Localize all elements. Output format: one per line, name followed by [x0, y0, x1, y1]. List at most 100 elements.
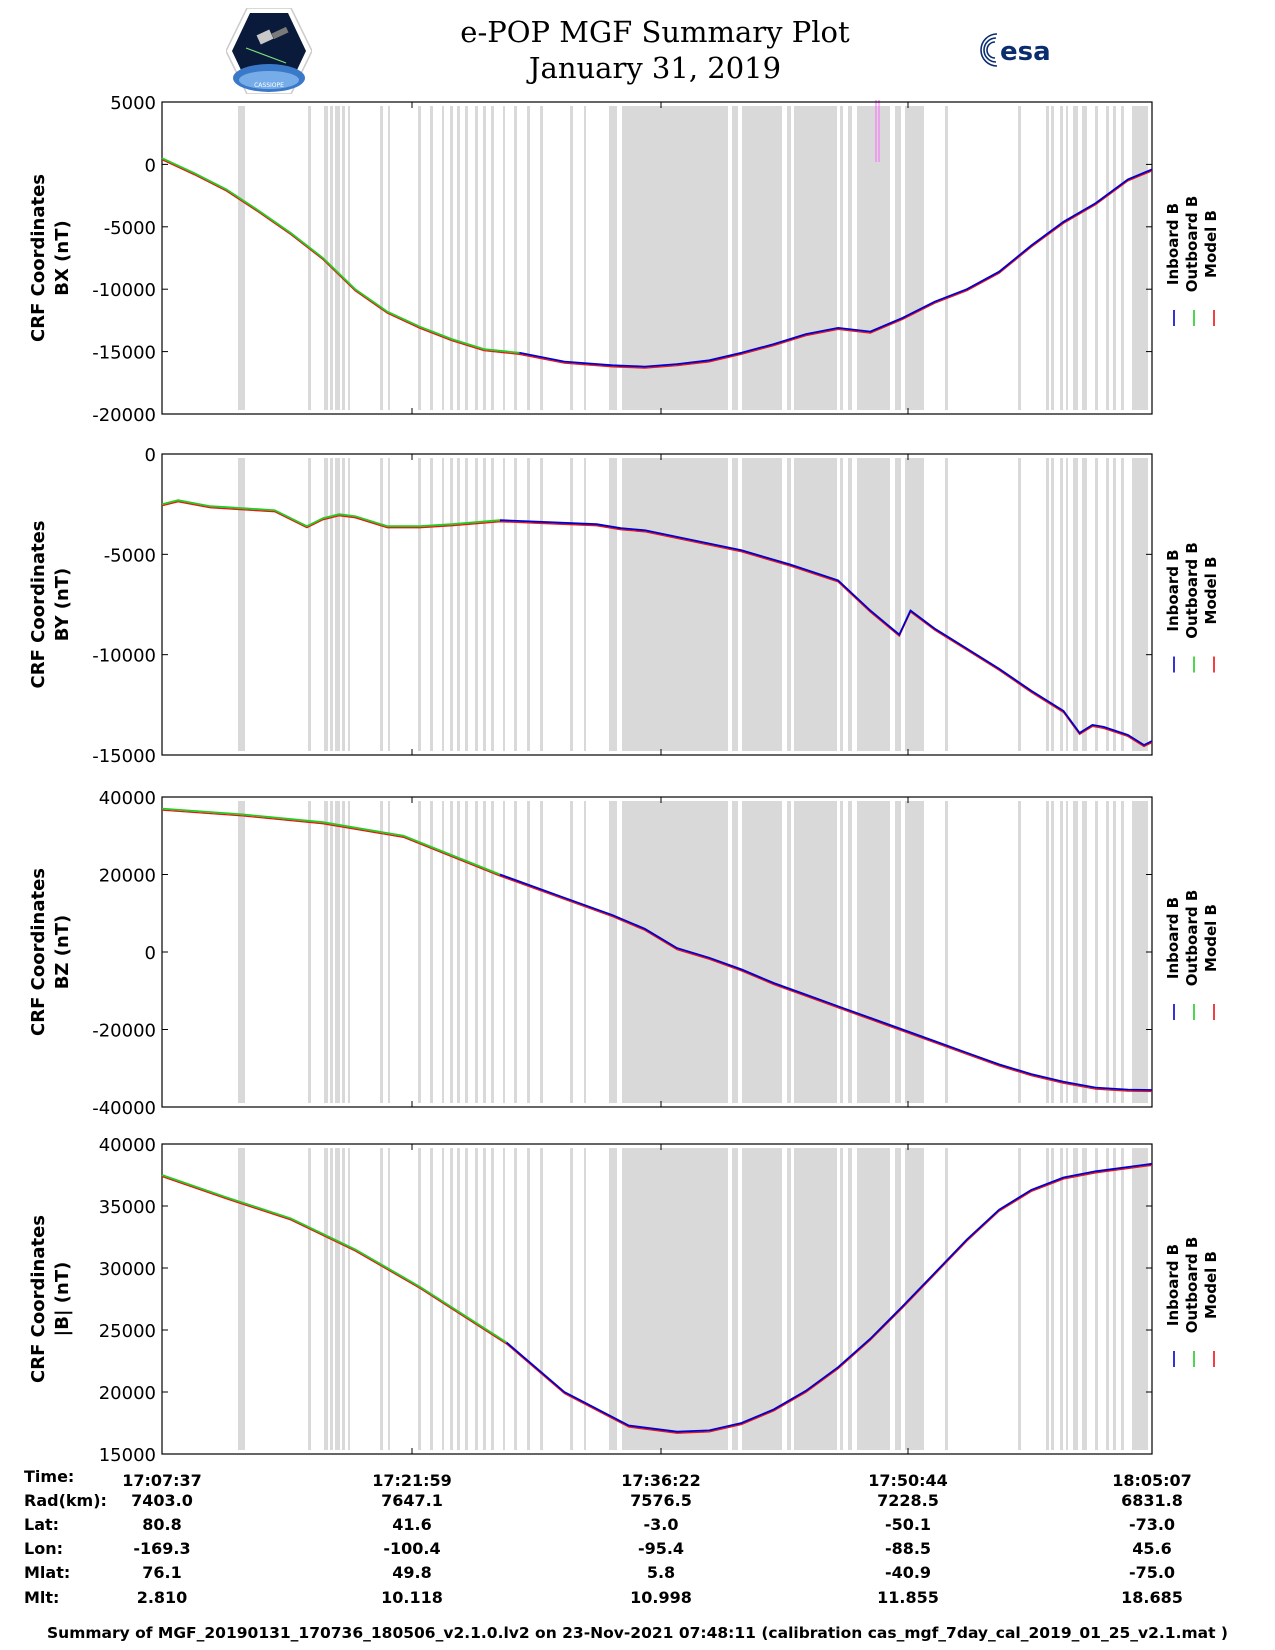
ephemeris-value: 7576.5 — [630, 1491, 692, 1510]
data-gap-strip — [1073, 801, 1078, 1103]
data-gap-strip — [483, 106, 486, 410]
ephemeris-value: 11.855 — [877, 1588, 939, 1607]
data-gap-strip — [491, 1148, 494, 1450]
y-tick-label: 15000 — [99, 1445, 156, 1466]
y-tick-label: -10000 — [92, 646, 156, 667]
y-tick-label: 0 — [145, 943, 156, 964]
y-tick-label: -15000 — [92, 343, 156, 364]
data-gap-strip — [308, 106, 311, 410]
data-gap-strip — [1121, 801, 1124, 1103]
data-gap-strip — [450, 458, 453, 751]
data-gap-strip — [570, 801, 573, 1103]
data-gap-strip — [475, 801, 478, 1103]
ephemeris-value: -100.4 — [383, 1539, 441, 1558]
logo-esa-text: esa — [1000, 37, 1051, 67]
data-gap-strip — [527, 1148, 530, 1450]
data-gap-strip — [945, 801, 948, 1103]
data-gap-strip — [238, 1148, 245, 1450]
data-gap-strip — [742, 458, 782, 751]
data-gap-strip — [380, 106, 383, 410]
data-gap-strip — [570, 1148, 573, 1450]
data-gap-strip — [857, 801, 890, 1103]
data-gap-strip — [1106, 801, 1109, 1103]
data-gap-strip — [794, 1148, 837, 1450]
data-gap-strip — [418, 458, 421, 751]
ephemeris-value: -40.9 — [884, 1563, 932, 1582]
logo-left-text: CASSIOPE — [254, 82, 284, 89]
data-gap-strip — [945, 1148, 948, 1450]
data-gap-strip — [742, 1148, 782, 1450]
data-gap-strip — [945, 458, 948, 751]
data-gap-strip — [732, 801, 738, 1103]
y-axis-label-line2: BX (nT) — [52, 220, 73, 295]
data-gap-strip — [1073, 458, 1078, 751]
data-gap-strip — [348, 1148, 350, 1450]
x-tick-label: 17:36:22 — [621, 1471, 701, 1490]
legend-entry: Inboard B — [1164, 1244, 1182, 1326]
data-gap-strip — [1051, 1148, 1054, 1450]
y-tick-label: -15000 — [92, 746, 156, 767]
ephemeris-value: -75.0 — [1128, 1563, 1176, 1582]
data-gap-strip — [609, 801, 617, 1103]
data-gap-strip — [622, 801, 728, 1103]
ephemeris-value: 10.998 — [630, 1588, 692, 1607]
data-gap-strip — [742, 801, 782, 1103]
ephemeris-value: 45.6 — [1132, 1539, 1172, 1558]
data-gap-strip — [840, 106, 843, 410]
panel-1: 5000 0 -5000 -10000 -15000 -20000 CRF Coordina… — [28, 93, 1220, 426]
data-gap-strip — [475, 106, 478, 410]
x-tick-label: 18:05:07 — [1112, 1471, 1192, 1490]
data-gap-strip — [570, 106, 573, 410]
data-gap-strip — [857, 1148, 890, 1450]
ephemeris-value: 80.8 — [142, 1515, 182, 1534]
data-gap-strip — [584, 1148, 586, 1450]
data-gap-strip — [335, 1148, 340, 1450]
series-inboard-b — [505, 1162, 1153, 1433]
data-gap-strip — [905, 106, 924, 410]
y-axis-label-line1: CRF Coordinates — [28, 174, 49, 342]
data-gap-strip — [483, 458, 486, 751]
data-gap-strip — [457, 458, 460, 751]
legend-entry: Outboard B — [1183, 1237, 1201, 1334]
data-gap-strip — [540, 106, 543, 410]
data-gap-strip — [342, 106, 345, 410]
data-gap-strip — [1132, 458, 1148, 751]
y-tick-label: 30000 — [99, 1259, 156, 1280]
data-gap-strip — [848, 1148, 852, 1450]
data-gap-strip — [1082, 106, 1087, 410]
data-gap-strip — [503, 458, 505, 751]
data-gap-strip — [1082, 458, 1087, 751]
title-line-1: e-POP MGF Summary Plot — [460, 15, 850, 49]
label-lat: Lat: — [24, 1515, 60, 1534]
data-gap-strip — [742, 106, 782, 410]
y-tick-label: -5000 — [104, 545, 156, 566]
y-tick-label: 20000 — [99, 866, 156, 887]
data-gap-strip — [1046, 458, 1049, 751]
panel-4: 40000 35000 30000 25000 20000 15000 CRF Coordi… — [28, 1135, 1220, 1466]
plot-frame — [161, 1143, 1153, 1455]
data-gap-strip — [348, 801, 350, 1103]
data-gap-strip — [848, 801, 852, 1103]
data-gap-strip — [1121, 458, 1124, 751]
data-gap-strip — [442, 458, 444, 751]
data-gap-strip — [1095, 458, 1098, 751]
data-gap-strip — [1121, 106, 1124, 410]
data-gap-strip — [945, 106, 948, 410]
y-axis-label: CRF Coordinates BX (nT) — [28, 174, 73, 342]
data-gap-strip — [380, 458, 383, 751]
ephemeris-value: 2.810 — [136, 1588, 188, 1607]
series-inboard-b — [519, 168, 1153, 368]
data-gap-strip — [388, 458, 390, 751]
data-gap-strip — [330, 1148, 333, 1450]
data-gap-strip — [342, 1148, 345, 1450]
label-mlt: Mlt: — [24, 1588, 60, 1607]
data-gap-strip — [430, 1148, 433, 1450]
data-gap-strip — [442, 801, 444, 1103]
series-model-b — [161, 809, 1153, 1093]
data-gap-strip — [388, 1148, 390, 1450]
data-gap-strip — [491, 458, 494, 751]
data-gap-strip — [584, 106, 586, 410]
data-gap-strip — [514, 106, 517, 410]
data-gap-strip — [840, 801, 843, 1103]
data-gap-strip — [1051, 106, 1054, 410]
